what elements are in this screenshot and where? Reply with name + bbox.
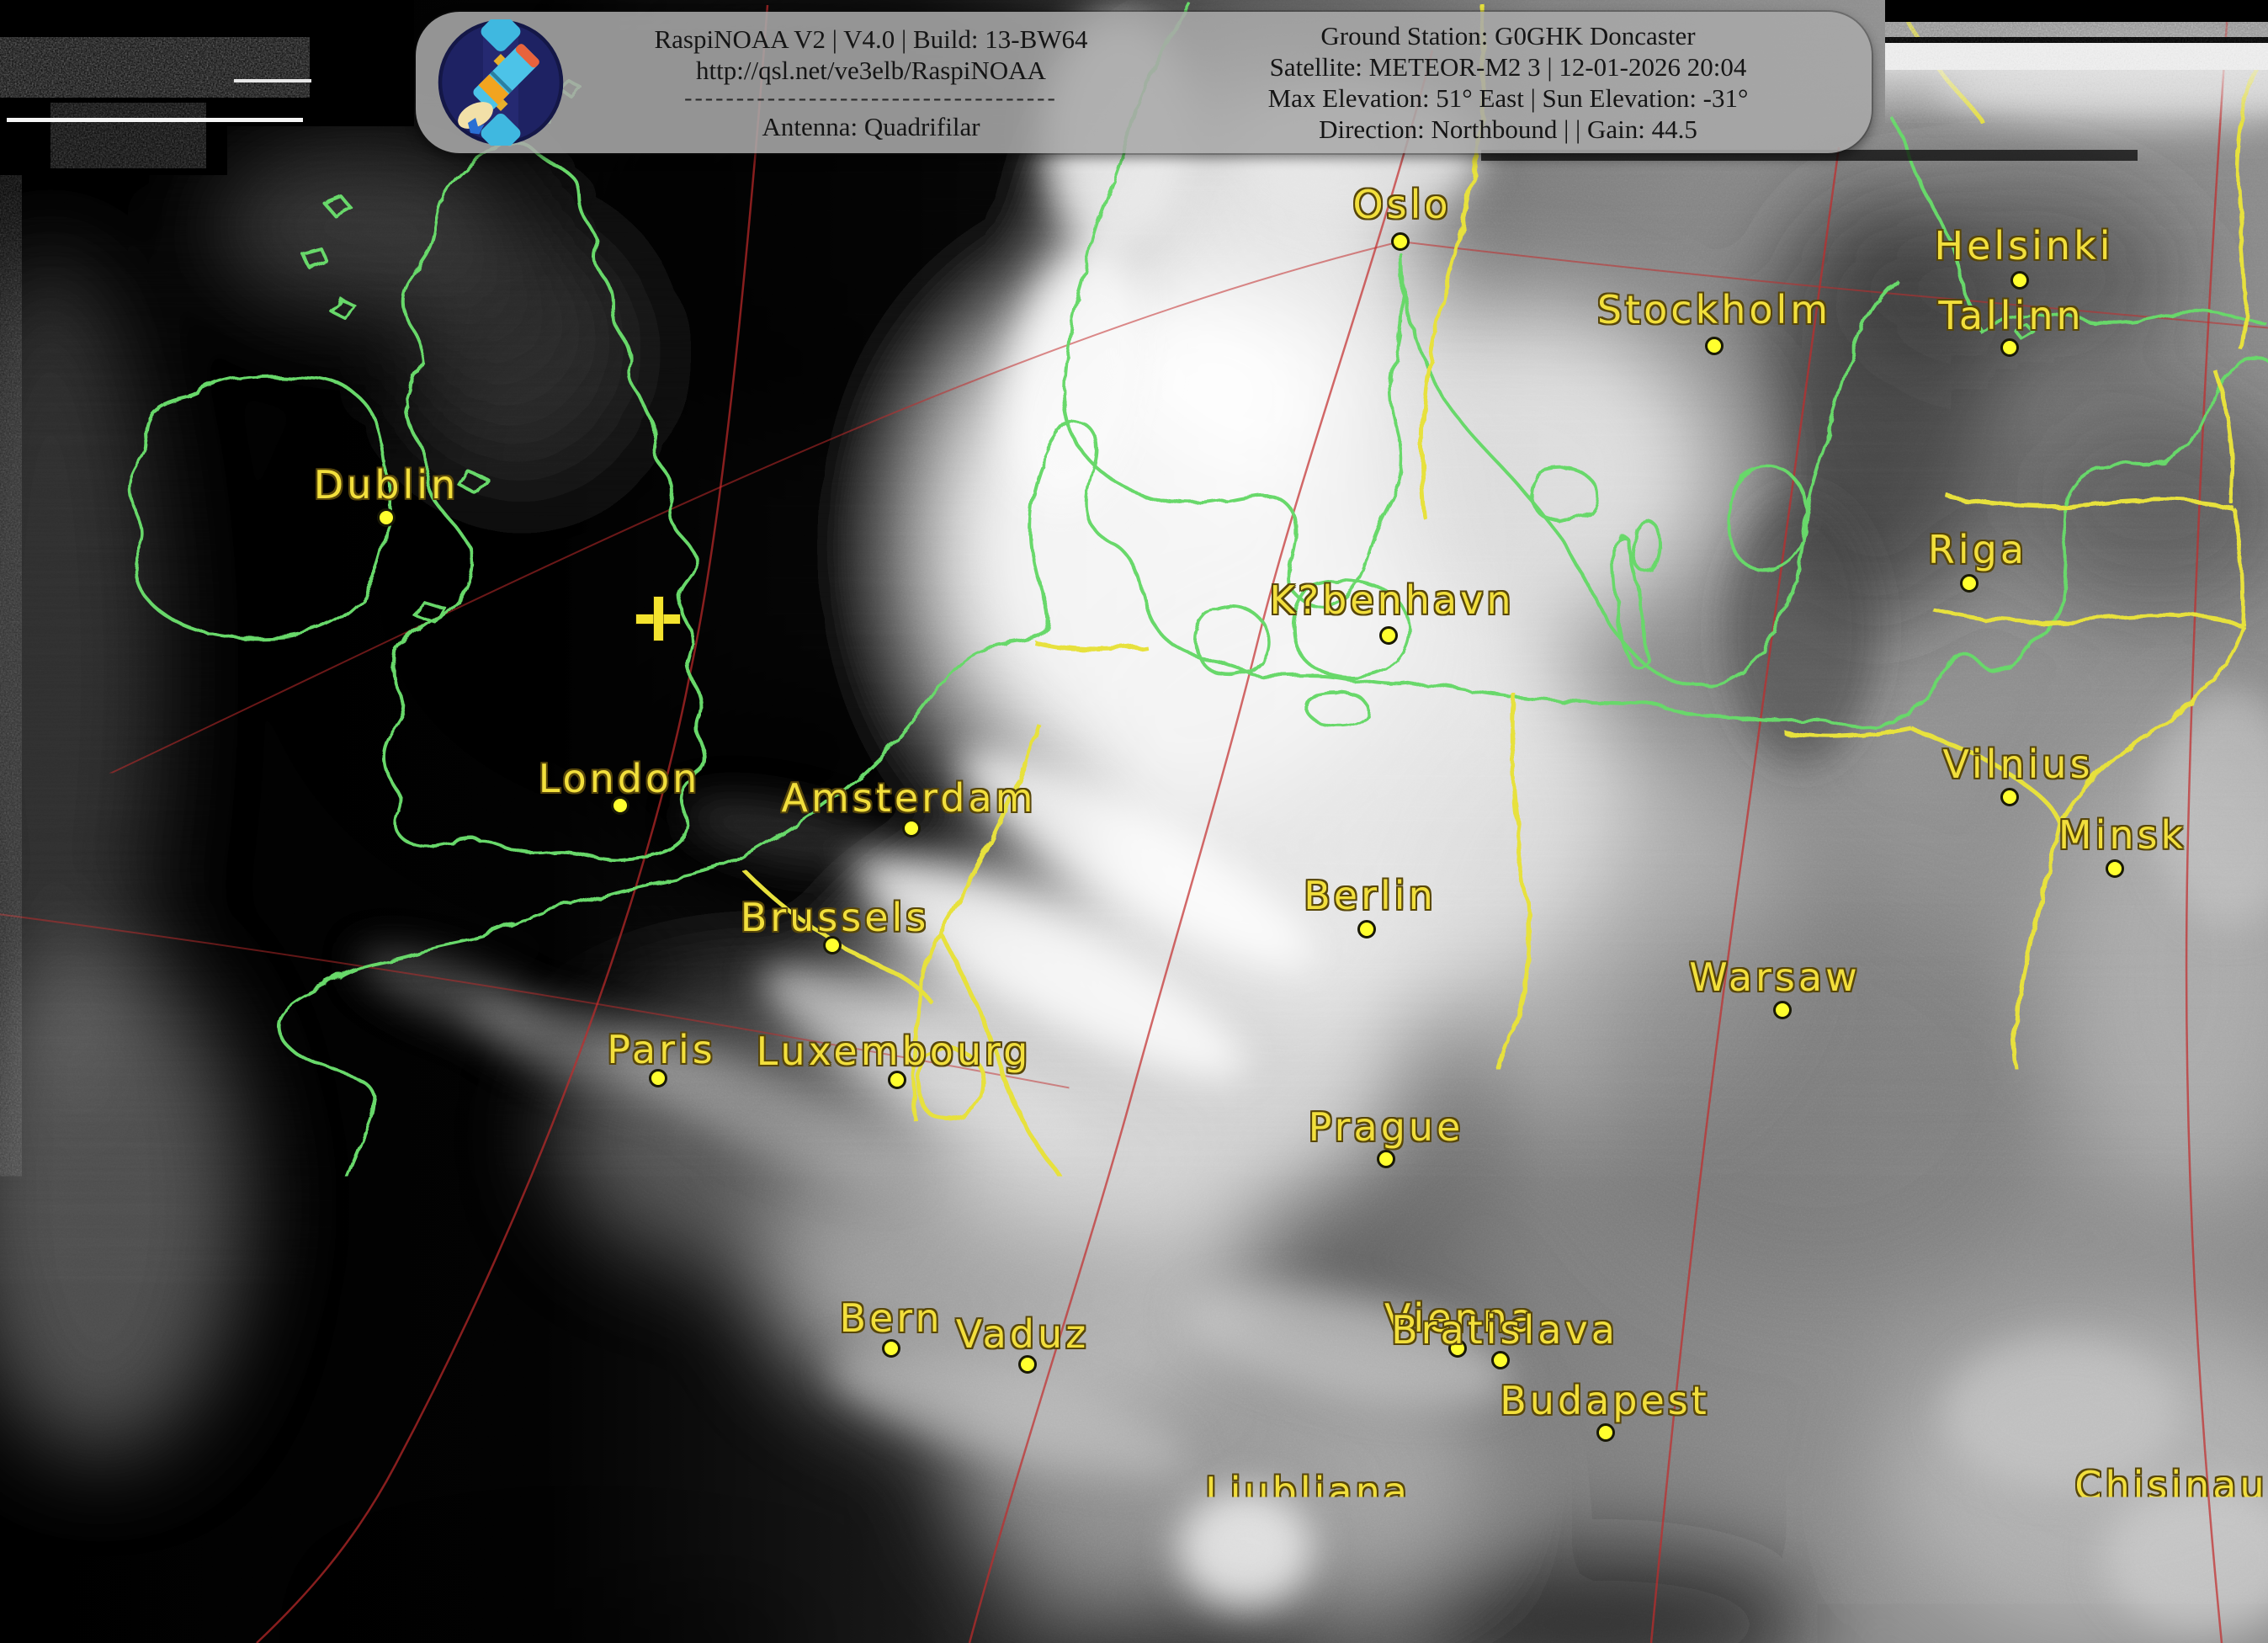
city-label: Zagreb <box>1308 1505 1466 1550</box>
app-version-line: RaspiNOAA V2 | V4.0 | Build: 13-BW64 <box>564 24 1178 55</box>
city-dot <box>1773 1001 1792 1019</box>
app-url-line: http://qsl.net/ve3elb/RaspiNOAA <box>564 55 1178 86</box>
city-dot <box>1018 1355 1037 1374</box>
city-dot <box>2106 859 2124 878</box>
city-label: Oslo <box>1352 182 1451 227</box>
city-label: London <box>539 756 701 801</box>
city-dot <box>377 508 396 527</box>
city-dot <box>2000 788 2019 806</box>
city-label: Andorra <box>281 1561 459 1607</box>
city-label: Chisinau <box>2074 1463 2267 1508</box>
city-dot <box>1960 574 1979 593</box>
city-dot <box>1596 1423 1615 1442</box>
city-label: Vilnius <box>1942 742 2093 787</box>
city-label: Luxembourg <box>757 1029 1032 1074</box>
city-label: Warsaw <box>1689 954 1860 1000</box>
city-label: Bern <box>839 1295 943 1341</box>
ground-station-plus-marker <box>636 597 680 641</box>
elevation-line: Max Elevation: 51° East | Sun Elevation:… <box>1178 82 1838 114</box>
city-label: Monaco <box>790 1572 961 1618</box>
city-dot <box>2010 271 2029 290</box>
city-label: Budapest <box>1500 1378 1710 1423</box>
satellite-capture-screen: Oslo Stockholm Helsinki Tallinn Riga Vilnius M… <box>0 0 2268 1643</box>
city-dot <box>2154 1508 2172 1527</box>
city-label: Helsinki <box>1935 223 2114 269</box>
city-label: Tallinn <box>1938 293 2084 338</box>
city-dot <box>1491 1351 1510 1369</box>
city-label: K?benhavn <box>1270 577 1515 623</box>
city-dot <box>890 1615 909 1634</box>
capture-info-panel: RaspiNOAA V2 | V4.0 | Build: 13-BW64 htt… <box>416 12 1872 153</box>
direction-gain-line: Direction: Northbound | | Gain: 44.5 <box>1178 114 1838 145</box>
satellite-pass-line: Satellite: METEOR-M2 3 | 12-01-2026 20:0… <box>1178 51 1838 82</box>
city-label: Stockholm <box>1597 287 1831 332</box>
city-label: Amsterdam <box>782 775 1037 821</box>
city-label: Berlin <box>1304 873 1437 918</box>
city-dot <box>2000 338 2019 357</box>
city-dot <box>1382 1553 1400 1571</box>
city-label: Dublin <box>314 462 459 508</box>
antenna-line: Antenna: Quadrifilar <box>564 111 1178 142</box>
city-label: Belgrade <box>1528 1634 1729 1643</box>
city-label: San Marino <box>977 1630 1228 1643</box>
separator-dashes: ------------------------------------ <box>564 86 1178 111</box>
city-label: Bratislava <box>1391 1307 1618 1353</box>
city-dot <box>882 1339 900 1358</box>
city-dot <box>1391 232 1410 251</box>
raspinoaa-satellite-logo-icon <box>438 19 564 146</box>
city-dot <box>1705 337 1724 355</box>
city-label: Brussels <box>741 895 930 940</box>
city-label: Paris <box>607 1027 716 1072</box>
city-dot <box>1379 626 1398 645</box>
city-label: Vaduz <box>956 1311 1090 1357</box>
city-label: Minsk <box>2058 812 2186 858</box>
city-dot <box>1357 920 1376 938</box>
city-label: Riga <box>1928 527 2027 572</box>
city-dot <box>1377 1150 1395 1168</box>
ground-station-line: Ground Station: G0GHK Doncaster <box>1178 20 1838 51</box>
city-dot <box>902 819 921 837</box>
city-layer: Oslo Stockholm Helsinki Tallinn Riga Vilnius M… <box>0 0 2268 1643</box>
city-label: Prague <box>1309 1104 1464 1150</box>
